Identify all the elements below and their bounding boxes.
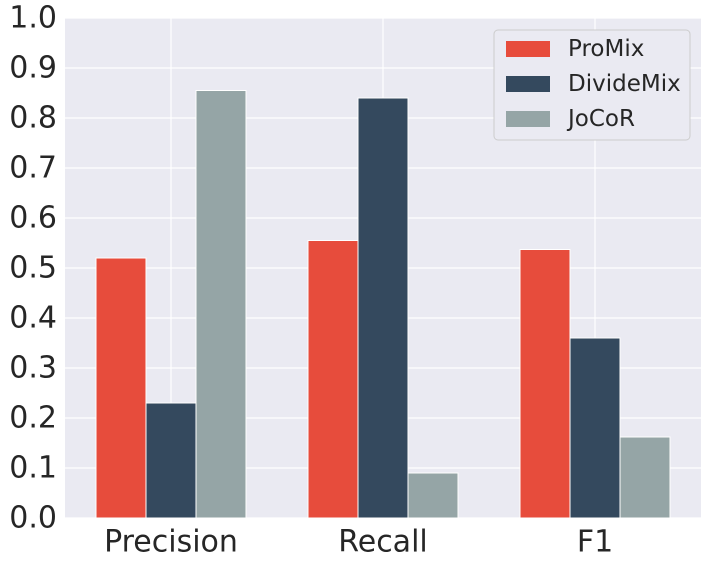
bar-dividemix-precision (145, 402, 197, 519)
y-tick-label: 0.7 (9, 151, 57, 186)
y-tick-label: 0.1 (9, 451, 57, 486)
legend-swatch-promix (506, 41, 550, 57)
legend-swatch-dividemix (506, 76, 550, 92)
bar-jocor-f1 (619, 436, 671, 519)
bar-jocor-precision (195, 90, 247, 519)
legend-swatch-jocor (506, 111, 550, 127)
x-tick-label: F1 (577, 525, 613, 560)
y-tick-label: 0.3 (9, 351, 57, 386)
y-tick-label: 0.9 (9, 51, 57, 86)
y-tick-label: 1.0 (9, 1, 57, 36)
bar-promix-f1 (519, 249, 571, 519)
bar-jocor-recall (407, 472, 459, 519)
x-tick-label: Precision (104, 525, 238, 560)
bar-promix-recall (307, 240, 359, 519)
y-tick-label: 0.5 (9, 251, 57, 286)
legend-label-dividemix: DivideMix (568, 71, 681, 97)
y-tick-label: 0.4 (9, 301, 57, 336)
legend-label-jocor: JoCoR (566, 106, 635, 132)
legend-label-promix: ProMix (568, 36, 644, 62)
x-axis-ticks: Precision Recall F1 (104, 525, 613, 560)
bar-dividemix-f1 (569, 337, 621, 519)
y-tick-label: 0.8 (9, 101, 57, 136)
y-tick-label: 0.0 (9, 501, 57, 536)
y-tick-label: 0.6 (9, 201, 57, 236)
bar-dividemix-recall (357, 97, 409, 519)
bar-promix-precision (95, 257, 147, 519)
legend: ProMix DivideMix JoCoR (493, 29, 691, 141)
y-tick-label: 0.2 (9, 401, 57, 436)
y-axis-ticks: 0.0 0.1 0.2 0.3 0.4 0.5 0.6 0.7 0.8 0.9 1.0 (9, 1, 57, 536)
bars (95, 90, 671, 519)
x-tick-label: Recall (338, 525, 428, 560)
